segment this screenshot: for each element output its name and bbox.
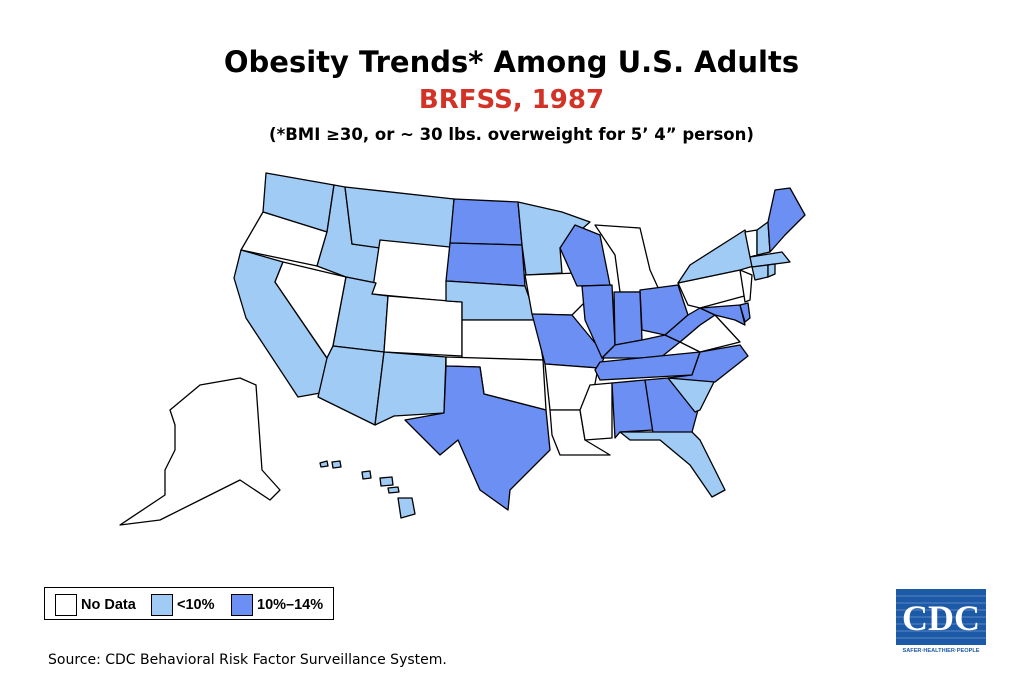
- state-al: [611, 379, 654, 439]
- map-title: Obesity Trends* Among U.S. Adults: [223, 45, 800, 79]
- legend-swatch-lt10: [151, 594, 173, 616]
- legend-label-lt10: <10%: [177, 597, 215, 613]
- state-ms: [579, 382, 613, 441]
- state-nd: [449, 198, 523, 246]
- state-nj: [739, 269, 753, 303]
- state-nm: [374, 351, 447, 426]
- state-mn: [517, 201, 591, 276]
- legend: No Data <10% 10%–14%: [44, 587, 334, 620]
- state-ny: [677, 229, 758, 284]
- state-wi: [559, 224, 611, 287]
- state-ia: [524, 272, 588, 316]
- bmi-footnote: (*BMI ≥30, or ~ 30 lbs. overweight for 5…: [269, 125, 754, 144]
- state-ri: [767, 263, 776, 278]
- state-me: [767, 187, 806, 253]
- state-wy: [371, 239, 451, 302]
- state-co: [383, 295, 463, 357]
- state-ak: [119, 377, 281, 526]
- map-subtitle: BRFSS, 1987: [418, 85, 605, 115]
- state-fl: [619, 431, 726, 498]
- legend-label-10-14: 10%–14%: [257, 597, 324, 613]
- state-hi: [319, 460, 416, 519]
- cdc-logo-text: CDC: [902, 598, 980, 638]
- state-ct: [751, 264, 769, 281]
- state-az: [317, 345, 385, 426]
- legend-item-no-data: No Data: [55, 594, 136, 616]
- legend-label-no-data: No Data: [81, 597, 136, 613]
- state-ma: [749, 251, 791, 268]
- state-tx: [404, 365, 551, 511]
- state-in: [613, 291, 643, 346]
- cdc-logo-tagline: SAFER·HEALTHIER·PEOPLE: [903, 648, 980, 654]
- legend-item-lt10: <10%: [151, 594, 215, 616]
- state-de: [739, 302, 751, 323]
- state-ga: [644, 377, 699, 434]
- legend-swatch-no-data: [55, 594, 77, 616]
- legend-item-10-14: 10%–14%: [231, 594, 323, 616]
- state-md: [699, 304, 746, 326]
- state-ks: [461, 319, 544, 361]
- source-note: Source: CDC Behavioral Risk Factor Surve…: [48, 652, 447, 668]
- state-mt: [344, 186, 455, 249]
- legend-swatch-10-14: [231, 594, 253, 616]
- cdc-logo: CDC SAFER·HEALTHIER·PEOPLE: [896, 589, 986, 654]
- state-sd: [445, 242, 526, 287]
